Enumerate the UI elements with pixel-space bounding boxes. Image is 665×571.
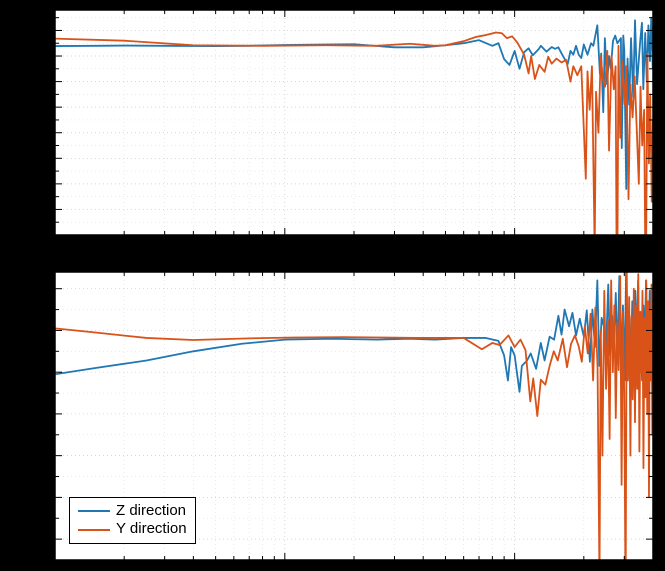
legend-label-y: Y direction xyxy=(116,520,187,539)
top-plot-panel xyxy=(55,10,653,235)
legend-item-y: Y direction xyxy=(78,520,187,539)
figure: Z direction Y direction xyxy=(0,0,665,571)
legend-swatch-y xyxy=(78,529,110,531)
legend-item-z: Z direction xyxy=(78,502,187,521)
legend-label-z: Z direction xyxy=(116,502,186,521)
bottom-plot-panel: Z direction Y direction xyxy=(55,272,653,560)
legend-swatch-z xyxy=(78,510,110,512)
legend-box: Z direction Y direction xyxy=(69,497,196,545)
